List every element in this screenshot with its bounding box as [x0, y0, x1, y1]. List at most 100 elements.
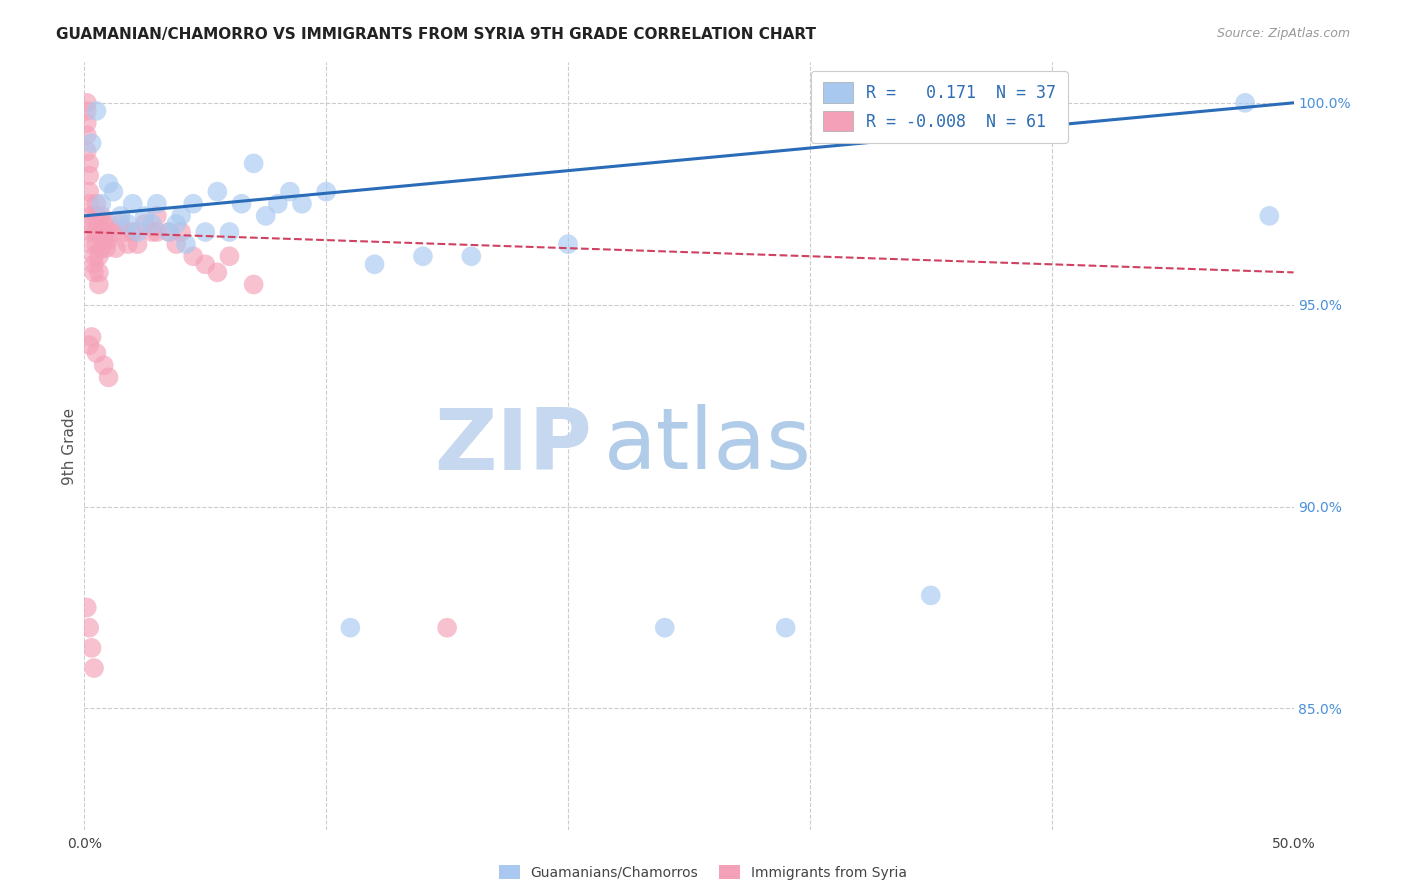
Point: [207, 185, 229, 199]
Point: [87, 265, 110, 279]
Point: [104, 241, 127, 255]
Point: [103, 185, 125, 199]
Point: [77, 169, 100, 183]
Point: [141, 217, 163, 231]
Point: [83, 661, 105, 675]
Point: [93, 358, 115, 372]
Point: [363, 257, 385, 271]
Point: [170, 225, 193, 239]
Point: [181, 196, 204, 211]
Point: [165, 217, 187, 231]
Point: [127, 225, 149, 239]
Point: [77, 156, 100, 170]
Point: [157, 225, 180, 239]
Point: [87, 249, 110, 263]
Point: [94, 241, 117, 255]
Point: [146, 209, 169, 223]
Point: [134, 209, 156, 223]
Text: GUAMANIAN/CHAMORRO VS IMMIGRANTS FROM SYRIA 9TH GRADE CORRELATION CHART: GUAMANIAN/CHAMORRO VS IMMIGRANTS FROM SY…: [56, 27, 817, 42]
Point: [83, 249, 105, 263]
Point: [94, 225, 117, 239]
Point: [86, 237, 108, 252]
Point: [80, 237, 103, 252]
Point: [436, 621, 458, 635]
Point: [146, 225, 169, 239]
Point: [267, 196, 290, 211]
Point: [93, 217, 115, 231]
Point: [76, 116, 98, 130]
Point: [339, 621, 361, 635]
Point: [80, 640, 103, 655]
Point: [97, 217, 120, 231]
Point: [146, 196, 169, 211]
Point: [110, 217, 132, 231]
Legend: Guamanians/Chamorros, Immigrants from Syria: Guamanians/Chamorros, Immigrants from Sy…: [494, 859, 912, 885]
Point: [76, 128, 98, 142]
Point: [460, 249, 482, 263]
Point: [90, 209, 112, 223]
Point: [87, 277, 110, 292]
Point: [97, 370, 120, 384]
Point: [654, 621, 676, 635]
Point: [80, 209, 103, 223]
Point: [86, 209, 108, 223]
Point: [93, 233, 115, 247]
Point: [231, 196, 253, 211]
Point: [157, 225, 180, 239]
Legend: R =   0.171  N = 37, R = -0.008  N = 61: R = 0.171 N = 37, R = -0.008 N = 61: [811, 70, 1067, 143]
Point: [97, 177, 120, 191]
Point: [141, 225, 163, 239]
Point: [90, 225, 112, 239]
Point: [110, 209, 132, 223]
Point: [76, 95, 98, 110]
Text: Source: ZipAtlas.com: Source: ZipAtlas.com: [1216, 27, 1350, 40]
Point: [117, 217, 139, 231]
Point: [291, 196, 314, 211]
Point: [174, 237, 197, 252]
Point: [242, 156, 264, 170]
Point: [194, 225, 217, 239]
Point: [76, 600, 98, 615]
Point: [80, 330, 103, 344]
Point: [218, 249, 240, 263]
Point: [121, 196, 143, 211]
Point: [557, 237, 579, 252]
Point: [194, 257, 217, 271]
Point: [77, 621, 100, 635]
Point: [207, 265, 229, 279]
Point: [278, 185, 301, 199]
Point: [76, 103, 98, 118]
Point: [86, 225, 108, 239]
Point: [254, 209, 277, 223]
Point: [76, 145, 98, 159]
Point: [127, 237, 149, 252]
Point: [1258, 209, 1281, 223]
Point: [80, 225, 103, 239]
Point: [165, 237, 187, 252]
Point: [412, 249, 434, 263]
Point: [117, 237, 139, 252]
Point: [103, 225, 125, 239]
Point: [97, 233, 120, 247]
Point: [86, 103, 108, 118]
Point: [77, 338, 100, 352]
Point: [1234, 95, 1257, 110]
Point: [920, 588, 942, 602]
Point: [83, 265, 105, 279]
Point: [242, 277, 264, 292]
Point: [315, 185, 337, 199]
Point: [114, 225, 136, 239]
Text: atlas: atlas: [605, 404, 813, 488]
Point: [90, 196, 112, 211]
Point: [86, 346, 108, 360]
Point: [86, 196, 108, 211]
Point: [77, 196, 100, 211]
Text: ZIP: ZIP: [434, 404, 592, 488]
Point: [775, 621, 797, 635]
Point: [134, 217, 156, 231]
Point: [83, 257, 105, 271]
Point: [218, 225, 240, 239]
Point: [77, 185, 100, 199]
Point: [80, 136, 103, 151]
Point: [181, 249, 204, 263]
